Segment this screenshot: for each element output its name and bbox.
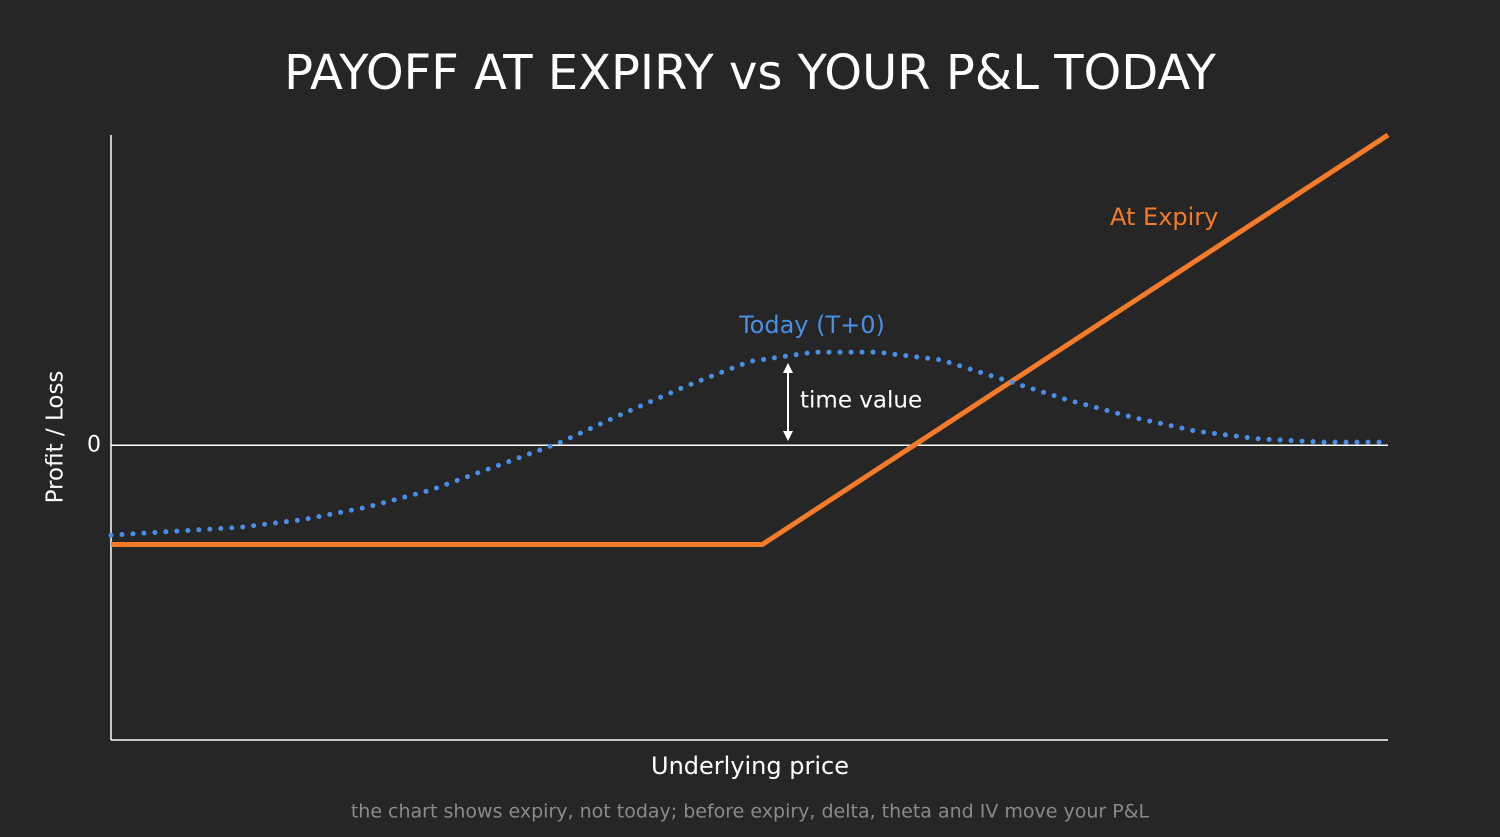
y-axis-label: Profit / Loss [43,371,69,504]
plot-area: 0 At Expiry Today (T+0) [87,132,1391,548]
series-label: At Expiry [1110,203,1218,231]
series-line [111,132,1390,548]
chart-title: PAYOFF AT EXPIRY vs YOUR P&L TODAY [284,45,1216,101]
x-axis-label: Underlying price [651,752,849,780]
annotation: time value [800,388,922,414]
series-label: Today (T+0) [738,311,885,339]
series-line [108,349,1391,538]
footnote: the chart shows expiry, not today; befor… [351,801,1150,823]
y-tick-label: 0 [87,432,101,457]
